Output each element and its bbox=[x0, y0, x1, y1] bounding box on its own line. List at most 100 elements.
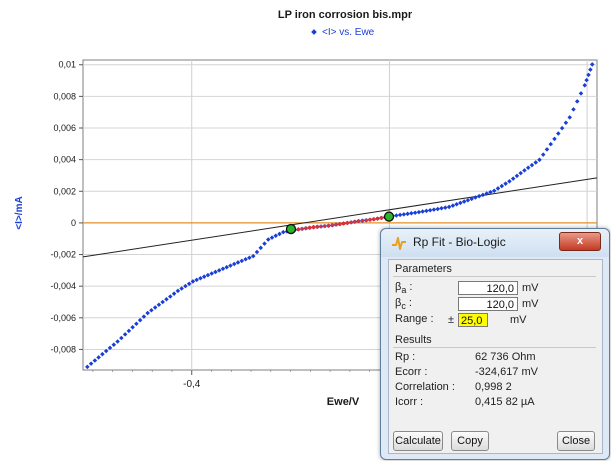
data-point bbox=[409, 210, 414, 216]
fit-range-point bbox=[308, 226, 312, 230]
plot-area bbox=[82, 59, 598, 371]
data-point bbox=[254, 249, 260, 255]
fit-range-point bbox=[368, 218, 372, 222]
icorr-label: Icorr : bbox=[395, 396, 424, 408]
y-tick-labels: 0,01 0,008 0,006 0,004 0,002 0 -0,002 -0,004 -0,… bbox=[50, 60, 76, 355]
chart-title: LP iron corrosion bis.mpr bbox=[278, 9, 413, 21]
data-point bbox=[427, 207, 433, 213]
y-tick-label: 0,006 bbox=[53, 123, 76, 133]
close-icon: x bbox=[576, 235, 584, 247]
data-point bbox=[484, 191, 489, 196]
data-point bbox=[473, 195, 478, 200]
beta-c-symbol: β bbox=[395, 297, 402, 309]
dialog-title: Rp Fit - Bio-Logic bbox=[413, 235, 506, 249]
fit-range-point bbox=[296, 227, 300, 231]
data-point bbox=[420, 209, 425, 214]
ecorr-label: Ecorr : bbox=[395, 366, 428, 378]
data-point bbox=[119, 335, 124, 341]
window-close-button[interactable]: x bbox=[559, 232, 601, 251]
range-input[interactable]: 25,0 bbox=[458, 313, 488, 327]
data-point bbox=[401, 212, 407, 217]
fit-range-point bbox=[323, 224, 327, 228]
data-point bbox=[96, 355, 101, 360]
data-point bbox=[145, 310, 150, 316]
y-tick-label: 0,004 bbox=[53, 155, 76, 165]
fit-range-point bbox=[330, 223, 334, 227]
rp-fit-dialog: Rp Fit - Bio-Logic x Parameters βa : 120… bbox=[380, 228, 610, 460]
y-tick-label: -0,008 bbox=[50, 344, 76, 354]
icorr-value: 0,415 82 µA bbox=[475, 396, 535, 408]
correlation-label: Correlation : bbox=[395, 381, 455, 393]
data-point bbox=[394, 213, 399, 218]
fit-range-point bbox=[300, 227, 304, 231]
data-point bbox=[243, 257, 248, 262]
fit-range-point bbox=[327, 224, 331, 228]
fit-range-marker[interactable] bbox=[383, 211, 395, 222]
beta-c-colon: : bbox=[408, 297, 412, 309]
beta-c-subscript: c bbox=[401, 301, 406, 312]
data-point bbox=[183, 283, 188, 289]
close-button[interactable]: Close bbox=[557, 431, 595, 451]
calculate-button[interactable]: Calculate bbox=[393, 431, 443, 451]
beta-a-symbol: β bbox=[395, 281, 402, 293]
data-point bbox=[156, 302, 162, 308]
fit-range-point bbox=[364, 218, 368, 222]
range-label: Range : bbox=[395, 313, 434, 325]
fit-range-point bbox=[334, 223, 338, 227]
data-point bbox=[277, 231, 282, 237]
rp-label: Rp : bbox=[395, 351, 416, 363]
y-tick-label: -0,002 bbox=[50, 250, 76, 260]
data-point bbox=[205, 272, 211, 278]
fit-range-point bbox=[342, 222, 346, 226]
data-point bbox=[507, 179, 512, 184]
data-point bbox=[141, 314, 147, 319]
correlation-value: 0,998 2 bbox=[475, 381, 512, 393]
data-point bbox=[198, 276, 203, 281]
waveform-icon bbox=[392, 237, 406, 250]
fit-range-point bbox=[338, 222, 342, 226]
data-point bbox=[216, 268, 222, 273]
fit-range-marker[interactable] bbox=[285, 223, 297, 235]
fit-range-point bbox=[379, 216, 383, 220]
data-point bbox=[465, 197, 471, 203]
data-point bbox=[443, 205, 448, 210]
data-point bbox=[461, 199, 467, 204]
data-point bbox=[446, 204, 452, 210]
data-point bbox=[397, 212, 403, 218]
beta-c-unit: mV bbox=[522, 298, 539, 310]
data-point bbox=[435, 206, 440, 212]
fit-range-point bbox=[376, 217, 380, 221]
fit-range-point bbox=[304, 226, 308, 230]
data-point bbox=[488, 189, 493, 195]
data-point bbox=[194, 277, 199, 283]
fit-range-point bbox=[372, 217, 376, 221]
data-point bbox=[450, 203, 456, 208]
y-tick-label: -0,004 bbox=[50, 281, 76, 291]
data-point bbox=[179, 286, 184, 291]
x-tick-label: -0,4 bbox=[183, 379, 201, 390]
data-point bbox=[269, 235, 275, 240]
y-tick-label: 0,008 bbox=[53, 91, 76, 101]
x-axis-label: Ewe/V bbox=[327, 396, 360, 408]
data-point bbox=[265, 237, 271, 242]
beta-c-label: βc : bbox=[395, 297, 412, 311]
results-separator bbox=[393, 347, 596, 348]
fit-range-point bbox=[353, 220, 357, 224]
beta-a-input[interactable]: 120,0 bbox=[458, 281, 518, 295]
parameters-group-label: Parameters bbox=[395, 263, 452, 275]
copy-button[interactable]: Copy bbox=[451, 431, 489, 451]
data-point bbox=[247, 255, 252, 260]
data-point bbox=[209, 271, 214, 276]
data-point bbox=[134, 321, 139, 326]
y-tick-label: 0,002 bbox=[53, 186, 76, 196]
beta-a-label: βa : bbox=[395, 281, 412, 295]
fit-range-point bbox=[345, 221, 349, 225]
dialog-client-area: Parameters βa : 120,0 mV βc : 120,0 mV R… bbox=[388, 259, 603, 454]
parameters-separator bbox=[393, 276, 596, 277]
beta-c-input[interactable]: 120,0 bbox=[458, 297, 518, 311]
y-tick-label: -0,006 bbox=[50, 313, 76, 323]
data-point bbox=[92, 358, 98, 363]
fit-range-point bbox=[349, 220, 353, 224]
y-axis-label: <I>/mA bbox=[14, 196, 25, 229]
dialog-titlebar[interactable]: Rp Fit - Bio-Logic x bbox=[381, 229, 609, 257]
